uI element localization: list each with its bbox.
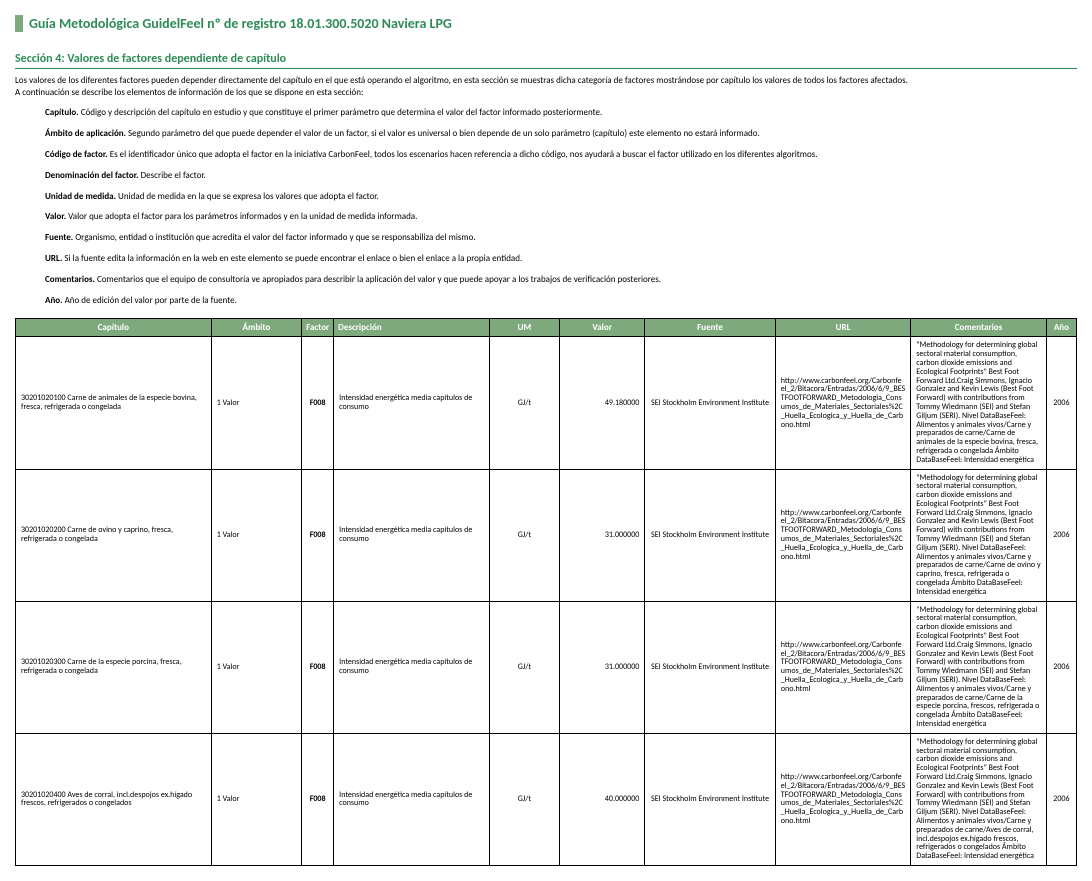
definition-item: Denominación del factor. Describe el fac… [45,171,1077,182]
intro-line-1: Los valores de los diferentes factores p… [15,75,908,86]
definition-desc: Unidad de medida en la que se expresa lo… [116,191,379,202]
cell-valor: 31.000000 [560,601,645,733]
col-comentarios: Comentarios [911,319,1047,337]
definition-item: URL. Si la fuente edita la información e… [45,254,1077,265]
cell-comentarios: "Methodology for determining global sect… [911,601,1047,733]
table-row: 30201020200 Carne de ovino y caprino, fr… [16,469,1077,601]
definition-item: Código de factor. Es el identificador ún… [45,150,1077,161]
document-header: Guía Metodológica GuidelFeel nº de regis… [15,15,1077,32]
definition-desc: Organismo, entidad o institución que acr… [73,232,475,243]
col-ano: Año [1046,319,1076,337]
factors-table: Capítulo Ámbito Factor Descripción UM Va… [15,318,1077,866]
cell-um: GJ/t [489,601,559,733]
cell-capitulo: 30201020100 Carne de animales de la espe… [16,337,212,469]
cell-ambito: 1 Valor [211,601,301,733]
definition-desc: Código y descripción del capítulo en est… [79,107,603,118]
definition-desc: Es el identificador único que adopta el … [108,149,818,160]
cell-ambito: 1 Valor [211,337,301,469]
table-row: 30201020100 Carne de animales de la espe… [16,337,1077,469]
definition-item: Fuente. Organismo, entidad o institución… [45,233,1077,244]
cell-factor: F008 [302,469,334,601]
definition-item: Unidad de medida. Unidad de medida en la… [45,192,1077,203]
cell-descripcion: Intensidad energética media capítulos de… [334,601,490,733]
definition-desc: Describe el factor. [139,170,206,181]
definition-desc: Comentarios que el equipo de consultoría… [95,274,661,285]
definition-term: Ámbito de aplicación. [45,128,126,139]
document-title: Guía Metodológica GuidelFeel nº de regis… [29,15,452,32]
definition-item: Ámbito de aplicación. Segundo parámetro … [45,129,1077,140]
cell-capitulo: 30201020400 Aves de corral, incl.despojo… [16,733,212,865]
col-um: UM [489,319,559,337]
definitions-list: Capítulo. Código y descripción del capít… [45,108,1077,306]
definition-term: Fuente. [45,232,73,243]
cell-comentarios: "Methodology for determining global sect… [911,733,1047,865]
col-url: URL [775,319,911,337]
definition-item: Capítulo. Código y descripción del capít… [45,108,1077,119]
cell-um: GJ/t [489,469,559,601]
col-factor: Factor [302,319,334,337]
cell-ano: 2006 [1046,733,1076,865]
intro-line-2: A continuación se describe los elementos… [15,87,363,98]
cell-fuente: SEI Stockholm Environment Institute [645,469,775,601]
cell-factor: F008 [302,733,334,865]
cell-factor: F008 [302,601,334,733]
definition-desc: Segundo parámetro del que puede depender… [126,128,760,139]
definition-desc: Año de edición del valor por parte de la… [63,295,237,306]
cell-um: GJ/t [489,337,559,469]
definition-desc: Valor que adopta el factor para los pará… [66,211,417,222]
cell-comentarios: "Methodology for determining global sect… [911,337,1047,469]
definition-item: Comentarios. Comentarios que el equipo d… [45,275,1077,286]
cell-ano: 2006 [1046,469,1076,601]
section-title: Sección 4: Valores de factores dependien… [15,52,1077,69]
definition-term: URL. [45,253,62,264]
intro-text: Los valores de los diferentes factores p… [15,75,1077,98]
cell-url: http://www.carbonfeel.org/Carbonfeel_2/B… [775,337,911,469]
cell-um: GJ/t [489,733,559,865]
definition-term: Código de factor. [45,149,108,160]
cell-ambito: 1 Valor [211,733,301,865]
cell-valor: 31.000000 [560,469,645,601]
col-valor: Valor [560,319,645,337]
definition-term: Denominación del factor. [45,170,139,181]
cell-capitulo: 30201020200 Carne de ovino y caprino, fr… [16,469,212,601]
cell-descripcion: Intensidad energética media capítulos de… [334,733,490,865]
col-ambito: Ámbito [211,319,301,337]
cell-url: http://www.carbonfeel.org/Carbonfeel_2/B… [775,469,911,601]
cell-ano: 2006 [1046,601,1076,733]
table-row: 30201020300 Carne de la especie porcina,… [16,601,1077,733]
cell-valor: 49.180000 [560,337,645,469]
col-capitulo: Capítulo [16,319,212,337]
cell-url: http://www.carbonfeel.org/Carbonfeel_2/B… [775,733,911,865]
cell-descripcion: Intensidad energética media capítulos de… [334,337,490,469]
definition-item: Valor. Valor que adopta el factor para l… [45,212,1077,223]
cell-ambito: 1 Valor [211,469,301,601]
definition-term: Comentarios. [45,274,95,285]
cell-fuente: SEI Stockholm Environment Institute [645,733,775,865]
table-row: 30201020400 Aves de corral, incl.despojo… [16,733,1077,865]
cell-fuente: SEI Stockholm Environment Institute [645,601,775,733]
col-fuente: Fuente [645,319,775,337]
definition-term: Valor. [45,211,66,222]
cell-factor: F008 [302,337,334,469]
cell-valor: 40.000000 [560,733,645,865]
cell-capitulo: 30201020300 Carne de la especie porcina,… [16,601,212,733]
cell-ano: 2006 [1046,337,1076,469]
definition-term: Año. [45,295,63,306]
definition-item: Año. Año de edición del valor por parte … [45,296,1077,307]
col-descripcion: Descripción [334,319,490,337]
cell-descripcion: Intensidad energética media capítulos de… [334,469,490,601]
definition-term: Capítulo. [45,107,79,118]
definition-desc: Si la fuente edita la información en la … [62,253,522,264]
table-header-row: Capítulo Ámbito Factor Descripción UM Va… [16,319,1077,337]
cell-url: http://www.carbonfeel.org/Carbonfeel_2/B… [775,601,911,733]
definition-term: Unidad de medida. [45,191,116,202]
cell-comentarios: "Methodology for determining global sect… [911,469,1047,601]
cell-fuente: SEI Stockholm Environment Institute [645,337,775,469]
